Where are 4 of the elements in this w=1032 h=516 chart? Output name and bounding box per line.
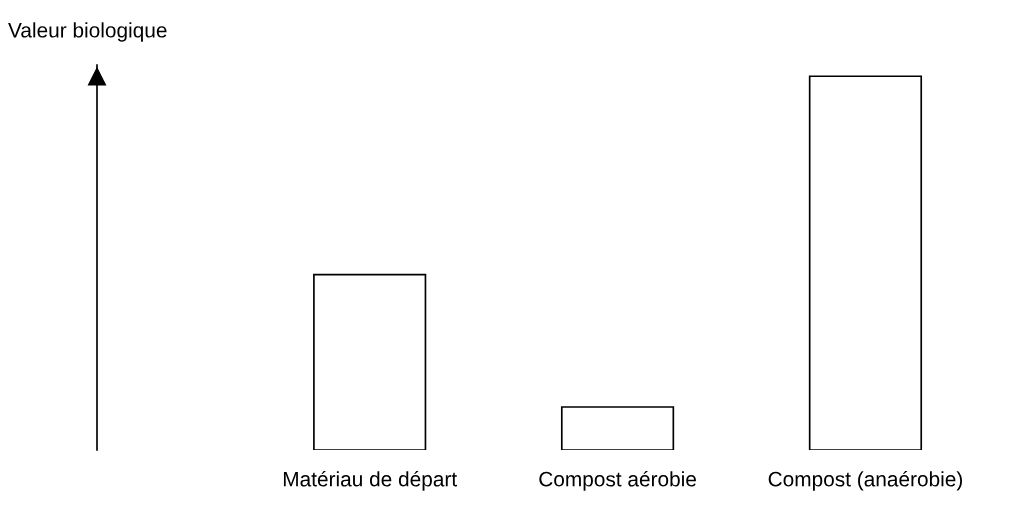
x-tick-label: Matériau de départ — [283, 470, 457, 491]
y-axis-title: Valeur biologique — [8, 22, 167, 42]
x-tick-label: Compost (anaérobie) — [768, 470, 963, 491]
x-tick-label: Compost aérobie — [539, 470, 696, 491]
